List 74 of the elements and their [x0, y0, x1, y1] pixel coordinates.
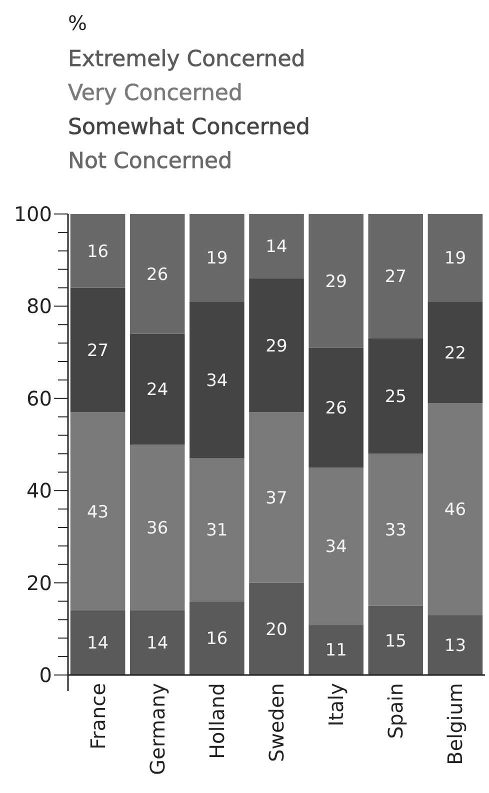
data-label: 26	[325, 398, 347, 419]
data-label: 14	[146, 634, 168, 654]
data-label: 36	[146, 518, 168, 538]
data-label: 37	[266, 488, 288, 508]
data-label: 19	[444, 248, 466, 269]
x-tick-label: Italy	[324, 682, 348, 726]
bar	[308, 348, 364, 468]
x-tick-label: Holland	[204, 683, 229, 760]
bar	[428, 214, 483, 302]
data-label: 22	[444, 343, 466, 364]
series-label: Not Concerned	[68, 149, 232, 174]
data-label: 34	[206, 370, 228, 391]
y-tick-label: 20	[26, 570, 52, 595]
bar	[368, 606, 424, 675]
bar	[190, 214, 244, 302]
text: Very Concerned	[68, 81, 242, 106]
data-label: 24	[146, 380, 168, 400]
bar	[249, 214, 304, 279]
data-label: 27	[384, 267, 406, 288]
bar	[249, 412, 304, 583]
bar	[130, 444, 185, 610]
bar	[428, 403, 483, 616]
data-label: 11	[325, 640, 347, 661]
data-label: 16	[86, 242, 109, 262]
y-tick-label: 60	[26, 386, 52, 410]
y-tick-label: 0	[39, 663, 52, 687]
bar	[368, 214, 424, 338]
y-tick-label: 40	[26, 478, 52, 503]
x-tick-label: Belgium	[443, 683, 468, 765]
bar	[368, 338, 424, 454]
bar	[130, 214, 185, 334]
text: Extremely Concerned	[68, 47, 306, 72]
bar	[308, 624, 364, 675]
text: %	[68, 11, 88, 35]
bar	[308, 214, 364, 348]
data-label: 33	[384, 520, 406, 541]
data-label: 19	[206, 248, 228, 269]
data-label: 15	[384, 631, 406, 652]
text: Somewhat Concerned	[68, 115, 310, 140]
bar	[70, 412, 126, 610]
data-label: 31	[206, 520, 228, 541]
bar	[428, 302, 483, 404]
bar	[70, 610, 126, 675]
bar	[70, 214, 126, 288]
bar	[70, 288, 126, 412]
x-tick-label: Sweden	[264, 683, 288, 762]
bar	[190, 458, 244, 602]
data-label: 16	[206, 629, 228, 650]
bar	[130, 334, 185, 444]
bar	[308, 468, 364, 624]
data-label: 13	[444, 636, 466, 656]
data-label: 26	[146, 264, 168, 285]
x-tick-label: France	[86, 683, 110, 750]
data-label: 29	[266, 336, 288, 356]
x-tick-label: Spain	[384, 683, 408, 739]
bar	[190, 601, 244, 675]
data-label: 34	[325, 536, 347, 557]
y-tick-label: 80	[26, 294, 52, 318]
data-label: 14	[266, 237, 288, 258]
data-label: 25	[384, 387, 406, 408]
bar	[368, 454, 424, 606]
data-label: 29	[325, 272, 347, 292]
bar	[249, 582, 304, 675]
data-label: 14	[86, 634, 109, 654]
bar	[190, 302, 244, 458]
y-tick-label: 100	[14, 202, 52, 226]
data-label: 20	[266, 620, 288, 640]
x-tick-label: Germany	[145, 682, 170, 775]
data-label: 46	[444, 500, 466, 520]
bar	[130, 610, 185, 675]
bar	[249, 278, 304, 412]
data-label: 27	[86, 340, 109, 361]
data-label: 43	[86, 502, 109, 522]
bar	[428, 615, 483, 675]
